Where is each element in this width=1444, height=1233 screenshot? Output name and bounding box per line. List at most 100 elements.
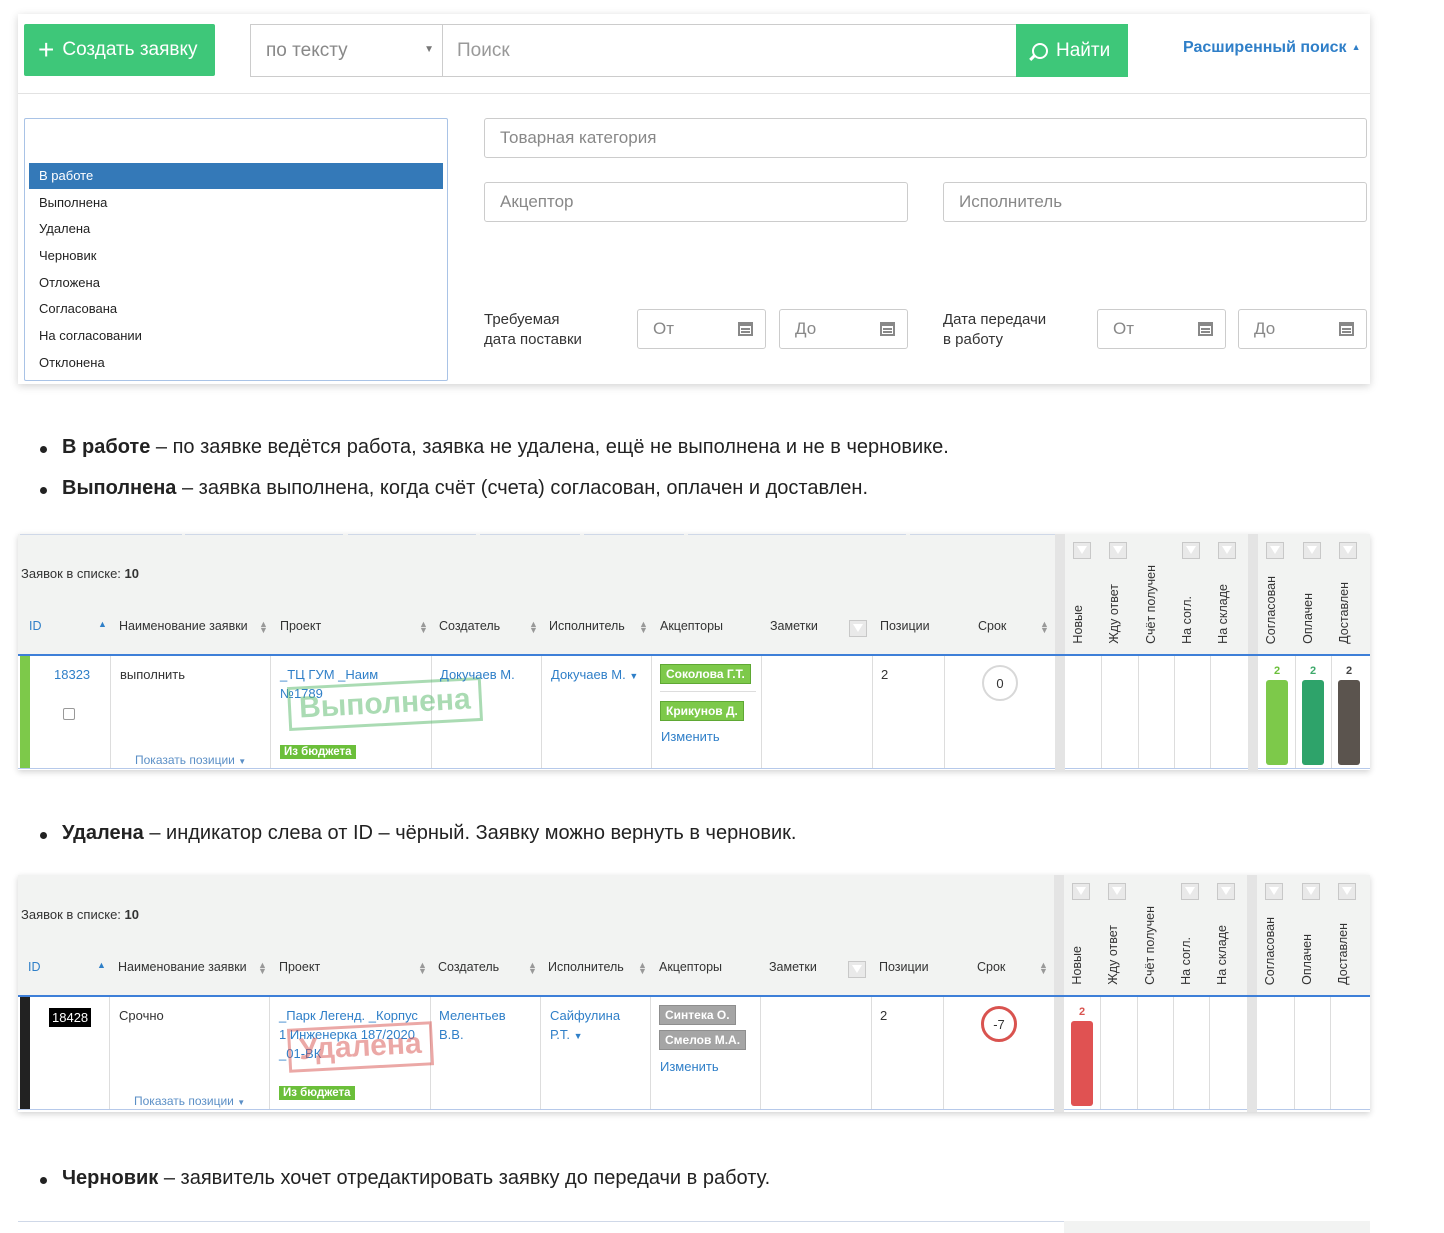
col-id[interactable]: ID xyxy=(28,960,41,974)
sort-icon[interactable]: ▲ ▼ xyxy=(259,619,268,635)
col-acceptors[interactable]: Акцепторы xyxy=(659,960,723,974)
executor-name-line2[interactable]: Р.Т. ▼ xyxy=(550,1027,583,1042)
col-notes[interactable]: Заметки xyxy=(770,619,818,633)
acceptor-badge[interactable]: Синтека О. xyxy=(659,1005,736,1025)
filter-icon[interactable] xyxy=(1303,542,1321,559)
filter-icon[interactable] xyxy=(1302,883,1320,900)
sort-icon[interactable]: ▲ ▼ xyxy=(1040,619,1049,635)
col-positions[interactable]: Позиции xyxy=(879,960,929,974)
filter-icon[interactable] xyxy=(1339,542,1357,559)
filter-icon[interactable] xyxy=(848,961,866,978)
executor-name-line1[interactable]: Сайфулина xyxy=(550,1008,621,1023)
sort-icon[interactable]: ▲ ▼ xyxy=(529,619,538,635)
sort-icon[interactable]: ▲ ▼ xyxy=(258,960,267,976)
filter-icon[interactable] xyxy=(1217,883,1235,900)
category-input[interactable]: Товарная категория xyxy=(484,118,1367,158)
create-request-label: Создать заявку xyxy=(62,39,198,60)
filter-icon[interactable] xyxy=(1072,883,1090,900)
creator-name[interactable]: Докучаев М. xyxy=(440,667,515,682)
status-option-draft[interactable]: Черновик xyxy=(39,248,97,263)
sort-icon[interactable]: ▲ ▼ xyxy=(639,619,648,635)
status-option-on-approval[interactable]: На согласовании xyxy=(39,328,142,343)
change-acceptors-link[interactable]: Изменить xyxy=(661,729,720,744)
change-acceptors-link[interactable]: Изменить xyxy=(660,1059,719,1074)
sort-icon[interactable]: ▲ ▼ xyxy=(1039,960,1048,976)
create-request-button[interactable]: + Создать заявку xyxy=(24,24,215,76)
status-option-rejected[interactable]: Отклонена xyxy=(39,355,105,370)
col-executor[interactable]: Исполнитель xyxy=(549,619,625,633)
sort-icon[interactable]: ▲ ▼ xyxy=(528,960,537,976)
col-name[interactable]: Наименование заявки xyxy=(119,619,248,633)
request-name[interactable]: Срочно xyxy=(119,1008,164,1023)
acceptor-badge[interactable]: Соколова Г.Т. xyxy=(660,664,751,684)
show-positions-link[interactable]: Показать позиции ▼ xyxy=(135,753,246,767)
filter-icon[interactable] xyxy=(1266,542,1284,559)
delivery-from-input[interactable]: От xyxy=(637,309,766,349)
col-executor[interactable]: Исполнитель xyxy=(548,960,624,974)
executor-name[interactable]: Докучаев М. ▼ xyxy=(551,667,638,682)
col-acceptors[interactable]: Акцепторы xyxy=(660,619,724,633)
request-name[interactable]: выполнить xyxy=(120,667,185,682)
status-option-approved[interactable]: Согласована xyxy=(39,301,118,316)
project-line1[interactable]: _ТЦ ГУМ _Наим xyxy=(280,667,379,682)
creator-name-line1[interactable]: Мелентьев xyxy=(439,1008,506,1023)
caret-down-icon[interactable]: ▼ xyxy=(629,671,639,681)
show-positions-link[interactable]: Показать позиции ▼ xyxy=(134,1094,245,1108)
calendar-icon[interactable] xyxy=(738,322,753,336)
project-line2[interactable]: №1789 xyxy=(280,686,323,701)
filter-icon[interactable] xyxy=(1073,542,1091,559)
col-project[interactable]: Проект xyxy=(279,960,321,974)
request-id[interactable]: 18428 xyxy=(49,1008,92,1027)
status-option-in-work[interactable]: В работе xyxy=(29,163,443,189)
sort-icon[interactable]: ▲ ▼ xyxy=(638,960,647,976)
advanced-search-link[interactable]: Расширенный поиск ▲ xyxy=(1183,39,1360,57)
filter-icon[interactable] xyxy=(1218,542,1236,559)
acceptor-input[interactable]: Акцептор xyxy=(484,182,908,222)
col-notes[interactable]: Заметки xyxy=(769,960,817,974)
col-positions[interactable]: Позиции xyxy=(880,619,930,633)
acceptor-badge[interactable]: Крикунов Д. xyxy=(660,701,744,721)
find-button[interactable]: Найти xyxy=(1016,24,1128,77)
filter-icon[interactable] xyxy=(1182,542,1200,559)
status-multiselect[interactable]: В работе Выполнена Удалена Черновик Отло… xyxy=(24,118,448,381)
sort-asc-icon[interactable]: ▲ xyxy=(98,619,107,629)
transfer-from-input[interactable]: От xyxy=(1097,309,1226,349)
caret-down-icon[interactable]: ▼ xyxy=(573,1031,583,1041)
status-option-postponed[interactable]: Отложена xyxy=(39,275,100,290)
table-row[interactable]: 18428 Срочно Показать позиции ▼ _Парк Ле… xyxy=(18,995,1370,1112)
status-option-deleted[interactable]: Удалена xyxy=(39,221,91,236)
filter-icon[interactable] xyxy=(1265,883,1283,900)
status-option-done[interactable]: Выполнена xyxy=(39,195,108,210)
calendar-icon[interactable] xyxy=(1198,322,1213,336)
col-deadline[interactable]: Срок xyxy=(978,619,1007,633)
filter-icon[interactable] xyxy=(1338,883,1356,900)
filter-icon[interactable] xyxy=(1108,883,1126,900)
col-creator[interactable]: Создатель xyxy=(438,960,500,974)
filter-icon[interactable] xyxy=(849,620,867,637)
filter-icon[interactable] xyxy=(1181,883,1199,900)
project-line3[interactable]: _01-ВК xyxy=(279,1046,322,1061)
filter-icon[interactable] xyxy=(1109,542,1127,559)
delivery-to-input[interactable]: До xyxy=(779,309,908,349)
row-checkbox[interactable] xyxy=(63,708,75,720)
col-project[interactable]: Проект xyxy=(280,619,322,633)
search-input[interactable]: Поиск xyxy=(442,24,1017,77)
table-row[interactable]: 18323 выполнить Показать позиции ▼ _ТЦ Г… xyxy=(18,654,1370,771)
col-creator[interactable]: Создатель xyxy=(439,619,501,633)
calendar-icon[interactable] xyxy=(1339,322,1354,336)
col-deadline[interactable]: Срок xyxy=(977,960,1006,974)
search-type-select[interactable]: по тексту ▼ xyxy=(250,24,443,77)
sort-icon[interactable]: ▲ ▼ xyxy=(418,960,427,976)
project-line2[interactable]: 1 Инженерка 187/2020 xyxy=(279,1027,415,1042)
sort-asc-icon[interactable]: ▲ xyxy=(97,960,106,970)
calendar-icon[interactable] xyxy=(880,322,895,336)
acceptor-badge[interactable]: Смелов М.А. xyxy=(659,1030,747,1050)
executor-input[interactable]: Исполнитель xyxy=(943,182,1367,222)
transfer-to-input[interactable]: До xyxy=(1238,309,1367,349)
col-id[interactable]: ID xyxy=(29,619,42,633)
request-id[interactable]: 18323 xyxy=(54,667,91,682)
sort-icon[interactable]: ▲ ▼ xyxy=(419,619,428,635)
col-name[interactable]: Наименование заявки xyxy=(118,960,247,974)
project-line1[interactable]: _Парк Легенд. _Корпус xyxy=(279,1008,418,1023)
creator-name-line2[interactable]: В.В. xyxy=(439,1027,464,1042)
